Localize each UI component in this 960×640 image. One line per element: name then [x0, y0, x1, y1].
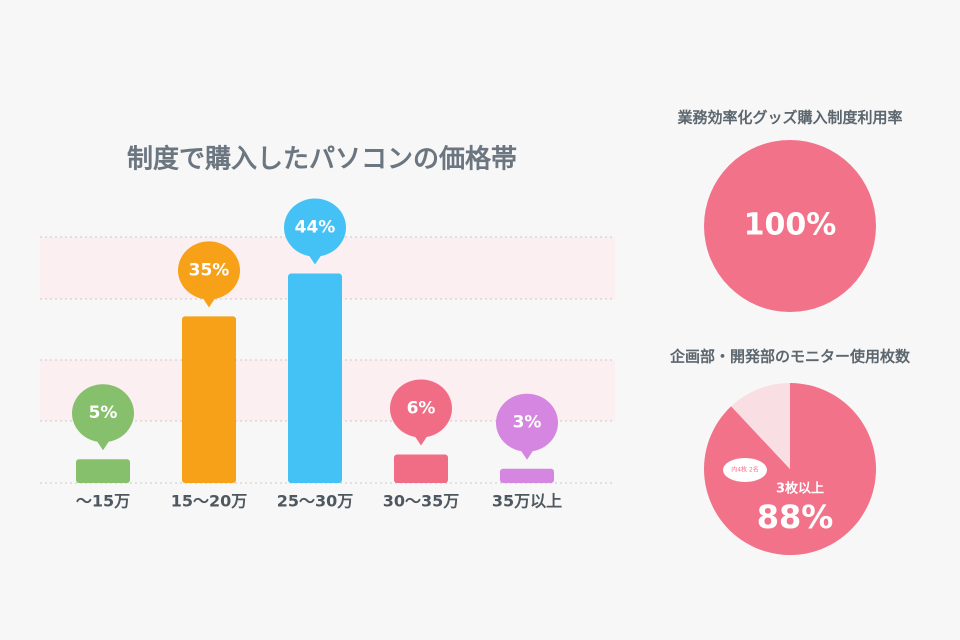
- label-bubble: [284, 198, 346, 257]
- slice-label: 3枚以上: [776, 481, 824, 497]
- guides: [40, 236, 615, 484]
- x-tick-label: 30～35万: [383, 492, 460, 511]
- value-label: 88%: [757, 498, 834, 536]
- value-label: 35%: [189, 260, 230, 280]
- x-tick-label: ～15万: [76, 492, 130, 511]
- value-label: 3%: [513, 413, 542, 433]
- chart-title: 業務効率化グッズ購入制度利用率: [676, 109, 902, 127]
- value-label: 44%: [295, 218, 336, 238]
- chart-title: 制度で購入したパソコンの価格帯: [127, 144, 517, 175]
- chart-title: 企画部・開発部のモニター使用枚数: [669, 348, 911, 366]
- label-bubble: [178, 241, 240, 300]
- value-label: 5%: [89, 403, 118, 423]
- label-bubble: [496, 393, 558, 452]
- value-label: 6%: [407, 398, 436, 418]
- x-tick-label: 15～20万: [171, 492, 248, 511]
- bar: [76, 459, 130, 483]
- annotation-bubble: [723, 458, 767, 482]
- bar: [182, 316, 236, 483]
- bar: [288, 273, 342, 483]
- pie-slice: [731, 383, 790, 469]
- value-label: 100%: [744, 208, 837, 243]
- bar: [394, 454, 448, 483]
- x-tick-label: 25～30万: [277, 492, 354, 511]
- annotation: 内4枚 2名: [731, 466, 759, 474]
- pie-slice: [704, 140, 876, 312]
- x-tick-label: 35万以上: [492, 492, 562, 511]
- label-bubble: [72, 384, 134, 443]
- label-bubble: [390, 379, 452, 438]
- bar: [500, 468, 554, 483]
